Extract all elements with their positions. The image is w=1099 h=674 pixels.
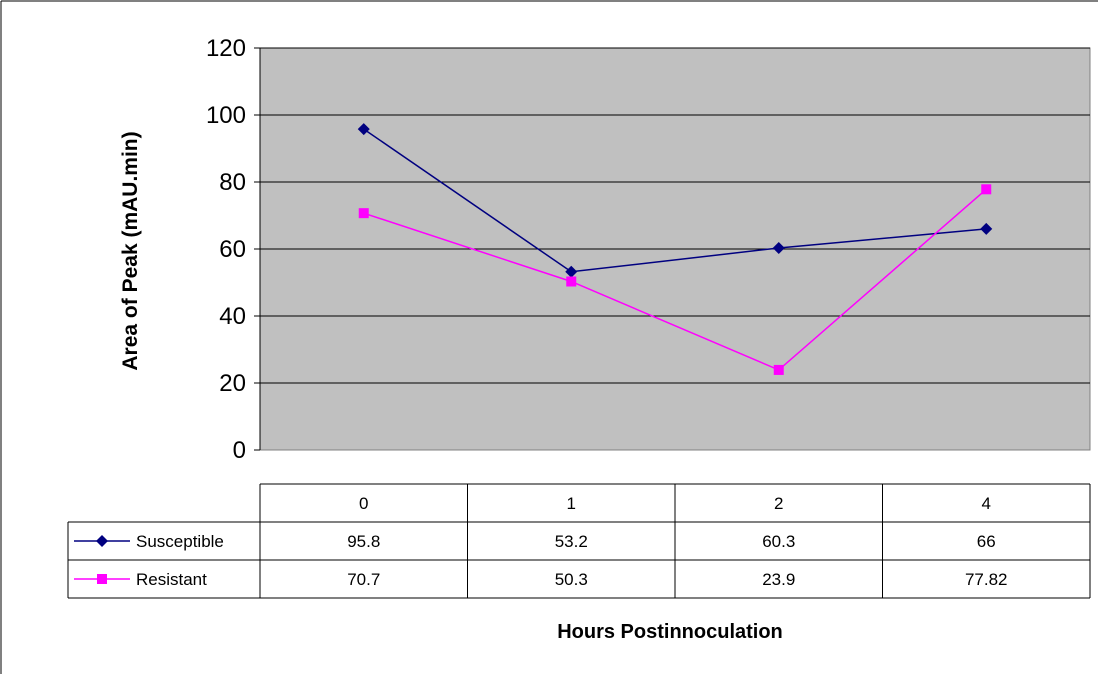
point-resistant <box>773 364 784 375</box>
x-tick-label: 4 <box>982 494 991 513</box>
point-resistant <box>981 184 992 195</box>
y-axis-label: Area of Peak (mAU.min) <box>119 131 142 370</box>
table-value: 60.3 <box>762 532 795 551</box>
point-resistant <box>358 208 369 219</box>
table-value: 53.2 <box>555 532 588 551</box>
y-tick-label: 100 <box>206 102 246 129</box>
y-tick-label: 0 <box>233 437 246 464</box>
point-susceptible <box>980 222 993 235</box>
data-table: 0 1 2 4 Susceptible 95.8 53.2 60.3 66 Resistant 70… <box>67 483 1091 599</box>
series-layer <box>357 123 993 375</box>
table-value: 70.7 <box>347 570 380 589</box>
table-value: 77.82 <box>965 570 1008 589</box>
point-susceptible <box>772 241 785 254</box>
table-value: 66 <box>977 532 996 551</box>
y-tick-label: 80 <box>219 169 246 196</box>
x-axis-label: Hours Postinnoculation <box>557 621 783 643</box>
y-tick-label: 20 <box>219 370 246 397</box>
legend-label: Susceptible <box>136 532 224 551</box>
y-tick-label: 40 <box>219 303 246 330</box>
x-tick-label: 0 <box>359 494 368 513</box>
table-value: 50.3 <box>555 570 588 589</box>
point-susceptible <box>565 265 578 278</box>
x-tick-label: 1 <box>567 494 576 513</box>
legend-label: Resistant <box>136 570 207 589</box>
y-axis-ticks: 0 20 40 60 80 100 120 <box>206 35 260 464</box>
y-tick-label: 120 <box>206 35 246 62</box>
series-line-resistant <box>363 188 987 371</box>
point-resistant <box>566 276 577 287</box>
series-line-susceptible <box>363 128 987 273</box>
legend-key-marker <box>97 574 107 584</box>
legend-key-marker <box>96 535 108 547</box>
point-susceptible <box>357 123 370 136</box>
x-tick-label: 2 <box>774 494 783 513</box>
table-value: 23.9 <box>762 570 795 589</box>
gridlines <box>260 47 1090 384</box>
table-value: 95.8 <box>347 532 380 551</box>
y-tick-label: 60 <box>219 236 246 263</box>
